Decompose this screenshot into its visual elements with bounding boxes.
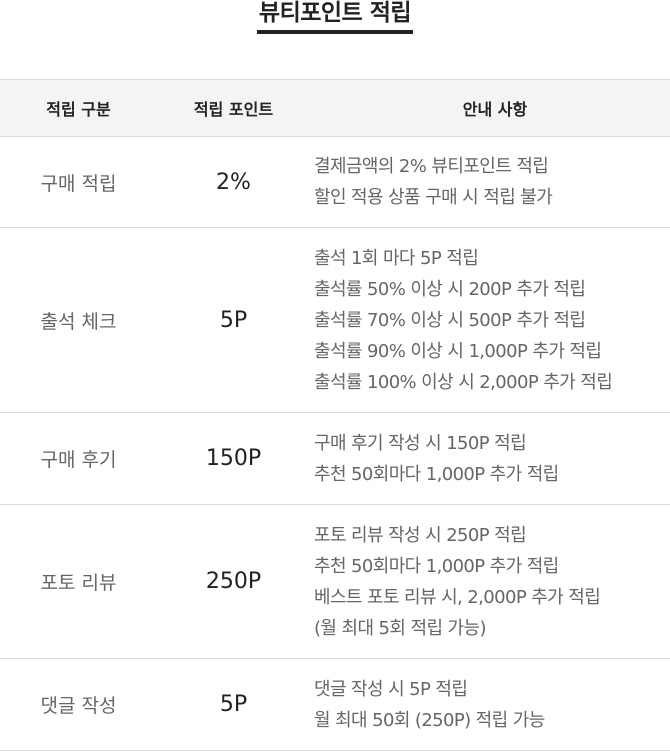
row-points: 250P	[157, 504, 310, 659]
table-header-row: 적립 구분 적립 포인트 안내 사항	[0, 79, 670, 137]
info-line: 구매 후기 작성 시 150P 적립	[314, 432, 527, 454]
info-line: 출석 1회 마다 5P 적립	[314, 247, 479, 269]
header-category: 적립 구분	[0, 79, 157, 137]
info-line: 월 최대 50회 (250P) 적립 가능	[314, 709, 545, 731]
info-line: 추천 50회마다 1,000P 추가 적립	[314, 463, 559, 485]
table-row: 포토 리뷰 250P 포토 리뷰 작성 시 250P 적립 추천 50회마다 1…	[0, 504, 670, 659]
info-line: 할인 적용 상품 구매 시 적립 불가	[314, 187, 553, 208]
header-points: 적립 포인트	[157, 79, 310, 137]
row-category: 댓글 작성	[0, 658, 157, 751]
info-line: 출석률 100% 이상 시 2,000P 추가 적립	[314, 371, 613, 393]
row-points: 5P	[157, 658, 310, 751]
info-line: (월 최대 5회 적립 가능)	[314, 617, 486, 639]
info-line: 결제금액의 2% 뷰티포인트 적립	[314, 156, 549, 177]
table-row: 댓글 작성 5P 댓글 작성 시 5P 적립 월 최대 50회 (250P) 적…	[0, 658, 670, 751]
info-line: 댓글 작성 시 5P 적립	[314, 678, 468, 700]
row-category: 구매 적립	[0, 136, 157, 228]
info-line: 추천 50회마다 1,000P 추가 적립	[314, 555, 559, 577]
header-info: 안내 사항	[310, 79, 670, 137]
info-line: 출석률 90% 이상 시 1,000P 추가 적립	[314, 340, 602, 362]
row-info: 포토 리뷰 작성 시 250P 적립 추천 50회마다 1,000P 추가 적립…	[310, 504, 670, 659]
row-points: 2%	[157, 136, 310, 228]
row-points: 5P	[157, 227, 310, 413]
row-info: 구매 후기 작성 시 150P 적립 추천 50회마다 1,000P 추가 적립	[310, 412, 670, 505]
info-line: 출석률 70% 이상 시 500P 추가 적립	[314, 309, 586, 331]
title-wrap: 뷰티포인트 적립	[0, 0, 670, 34]
row-info: 댓글 작성 시 5P 적립 월 최대 50회 (250P) 적립 가능	[310, 658, 670, 751]
info-line: 포토 리뷰 작성 시 250P 적립	[314, 524, 527, 546]
row-category: 포토 리뷰	[0, 504, 157, 659]
page-title: 뷰티포인트 적립	[256, 0, 414, 34]
info-line: 출석률 50% 이상 시 200P 추가 적립	[314, 278, 586, 300]
row-info: 출석 1회 마다 5P 적립 출석률 50% 이상 시 200P 추가 적립 출…	[310, 227, 670, 413]
table-row: 출석 체크 5P 출석 1회 마다 5P 적립 출석률 50% 이상 시 200…	[0, 227, 670, 413]
row-category: 구매 후기	[0, 412, 157, 505]
info-line: 베스트 포토 리뷰 시, 2,000P 추가 적립	[314, 586, 601, 608]
row-category: 출석 체크	[0, 227, 157, 413]
row-info: 결제금액의 2% 뷰티포인트 적립 할인 적용 상품 구매 시 적립 불가	[310, 136, 670, 228]
row-points: 150P	[157, 412, 310, 505]
points-table: 적립 구분 적립 포인트 안내 사항 구매 적립 2% 결제금액의 2% 뷰티포…	[0, 79, 670, 751]
table-row: 구매 적립 2% 결제금액의 2% 뷰티포인트 적립 할인 적용 상품 구매 시…	[0, 136, 670, 228]
table-row: 구매 후기 150P 구매 후기 작성 시 150P 적립 추천 50회마다 1…	[0, 412, 670, 505]
